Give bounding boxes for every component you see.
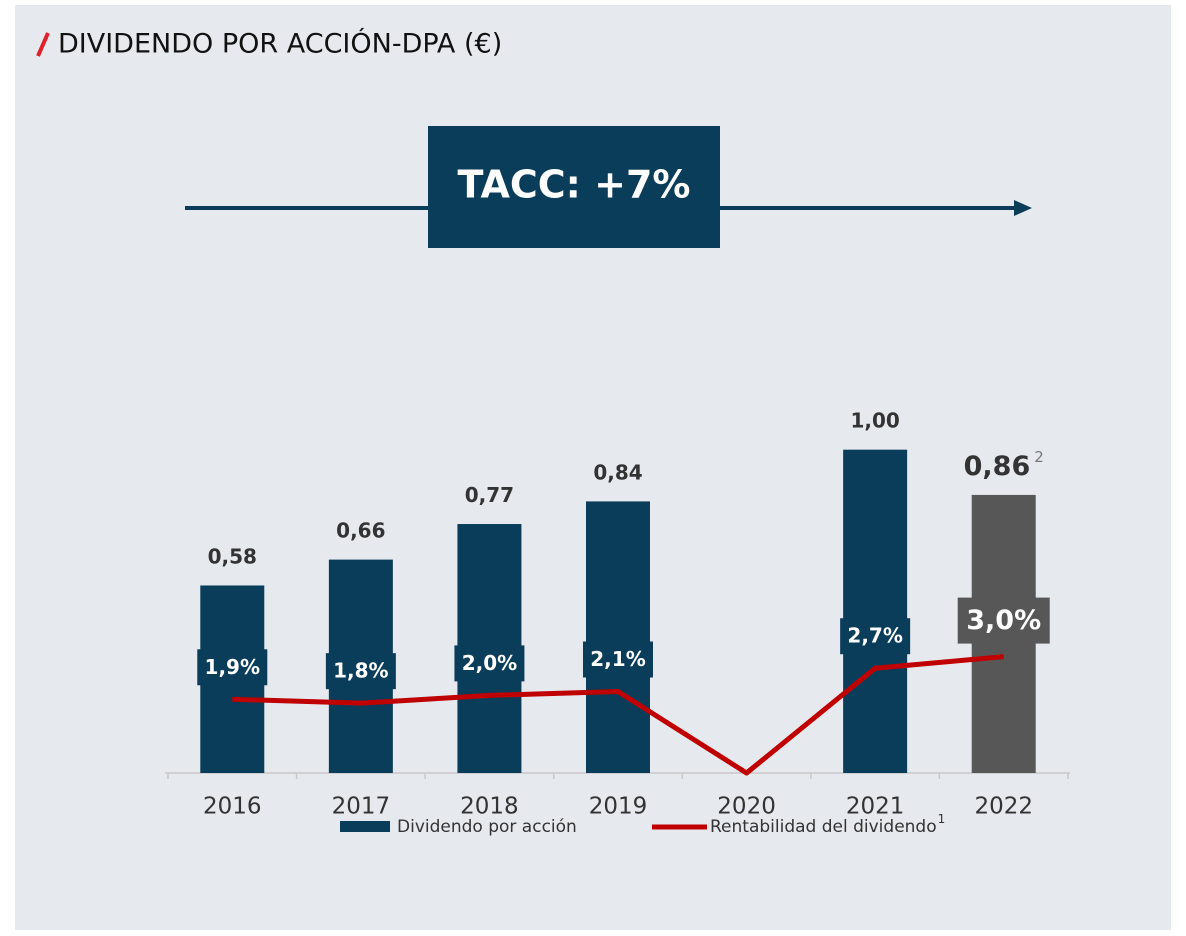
line-label-box (325, 653, 396, 690)
bar-value-label-text: 0,84 (593, 460, 642, 484)
line (232, 654, 1004, 776)
bar (586, 501, 650, 773)
line-label-box (957, 597, 1050, 644)
line-value-label: 2,1% (590, 647, 645, 671)
bar-value-label: 0,86 2 (964, 447, 1044, 481)
line-value-label: 2,0% (462, 651, 517, 675)
chart-title: DIVIDENDO POR ACCIÓN-DPA (€) (58, 28, 502, 60)
line-value-label: 2,7% (847, 624, 902, 648)
bar-value-label: 0,66 (336, 518, 385, 542)
bar-value-label-text: 0,58 (208, 544, 257, 568)
footnote-mark: 1 (938, 812, 946, 826)
line-value-label: 3,0% (966, 605, 1041, 636)
line-value-label: 1,8% (333, 659, 388, 683)
trend-arrow-head (1014, 200, 1032, 216)
bar (843, 449, 908, 773)
x-tick-label: 2020 (717, 794, 776, 820)
bar-value-label: 0,58 (208, 544, 257, 568)
line-label-box (583, 641, 653, 678)
title-slash (36, 32, 50, 57)
bar-value-label: 0,84 (593, 460, 642, 484)
x-tick-label: 2016 (203, 794, 262, 820)
legend-label-text: Rentabilidad del dividendo (710, 817, 937, 837)
line-label-box (197, 649, 268, 686)
x-tick-label: 2018 (460, 794, 519, 820)
legend-label: Rentabilidad del dividendo1 (710, 812, 945, 838)
annotation-box (428, 126, 720, 248)
footnote-mark: 2 (1034, 447, 1044, 465)
legend-swatch (340, 821, 390, 832)
line-value-label: 1,9% (205, 655, 260, 679)
x-tick-label: 2021 (846, 794, 905, 820)
bar-value-label: 0,77 (465, 483, 514, 507)
x-tick-label: 2017 (332, 794, 391, 820)
bar-value-label-text: 0,77 (465, 483, 514, 507)
x-tick-label: 2022 (974, 794, 1033, 820)
line-label-box (454, 645, 525, 682)
x-tick-label: 2019 (589, 794, 648, 820)
annotation: TACC: +7% (458, 163, 691, 207)
legend-label: Dividendo por acción (397, 817, 577, 837)
bar-value-label: 1,00 (850, 408, 899, 432)
line-label-box (840, 618, 911, 655)
bar-value-label-text: 0,66 (336, 518, 385, 542)
bar-value-label-text: 1,00 (850, 408, 899, 432)
bar-value-label-text: 0,86 (964, 450, 1031, 481)
